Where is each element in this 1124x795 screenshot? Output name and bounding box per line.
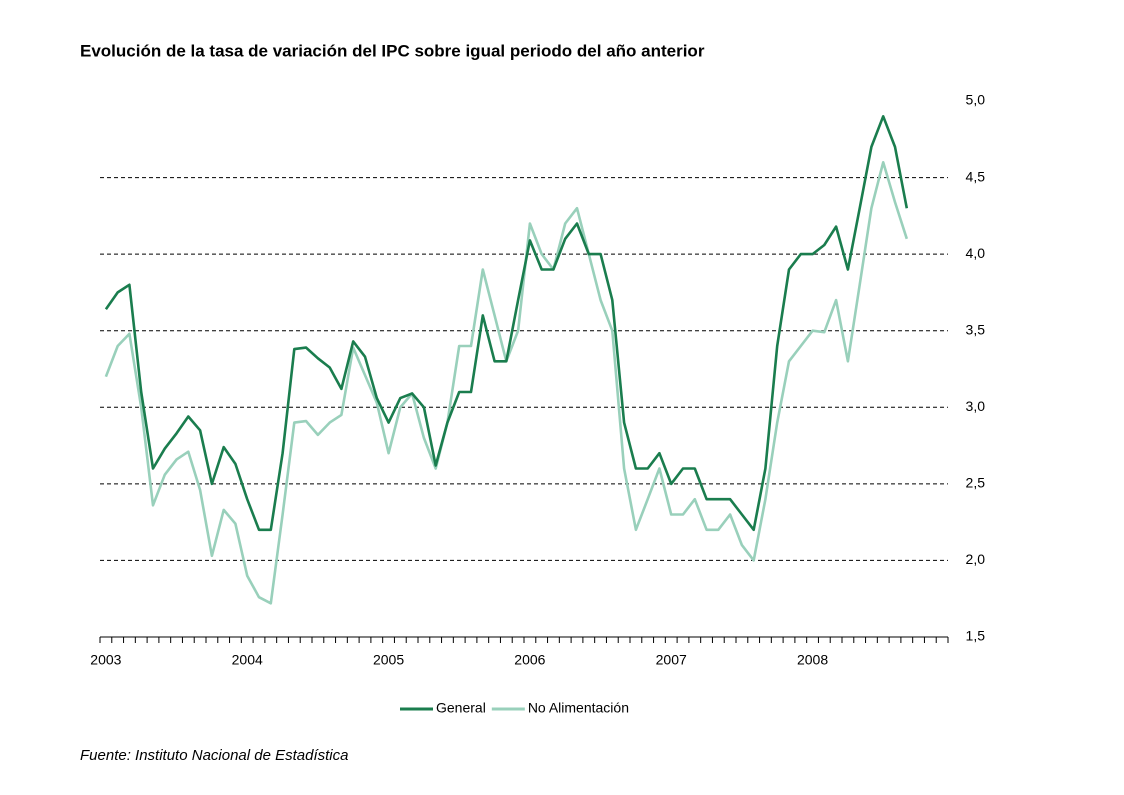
series-line xyxy=(104,115,909,532)
legend-label: General xyxy=(436,700,486,716)
y-tick-label: 4,5 xyxy=(966,168,986,184)
legend-label: No Alimentación xyxy=(528,700,629,716)
x-tick-label: 2005 xyxy=(373,652,404,668)
x-tick-label: 2004 xyxy=(232,652,263,668)
x-tick-label: 2007 xyxy=(656,652,687,668)
y-tick-label: 4,0 xyxy=(966,245,986,261)
x-tick-label: 2003 xyxy=(90,652,121,668)
y-tick-label: 5,0 xyxy=(966,92,986,108)
x-tick-label: 2008 xyxy=(797,652,828,668)
y-tick-label: 2,0 xyxy=(966,551,986,567)
x-tick-label: 2006 xyxy=(514,652,545,668)
series-line xyxy=(104,161,909,605)
y-tick-label: 3,0 xyxy=(966,398,986,414)
y-tick-label: 3,5 xyxy=(966,321,986,337)
chart-title: Evolución de la tasa de variación del IP… xyxy=(80,41,705,60)
y-tick-label: 1,5 xyxy=(966,628,986,644)
y-tick-label: 2,5 xyxy=(966,475,986,491)
source: Fuente: Instituto Nacional de Estadístic… xyxy=(80,747,348,764)
